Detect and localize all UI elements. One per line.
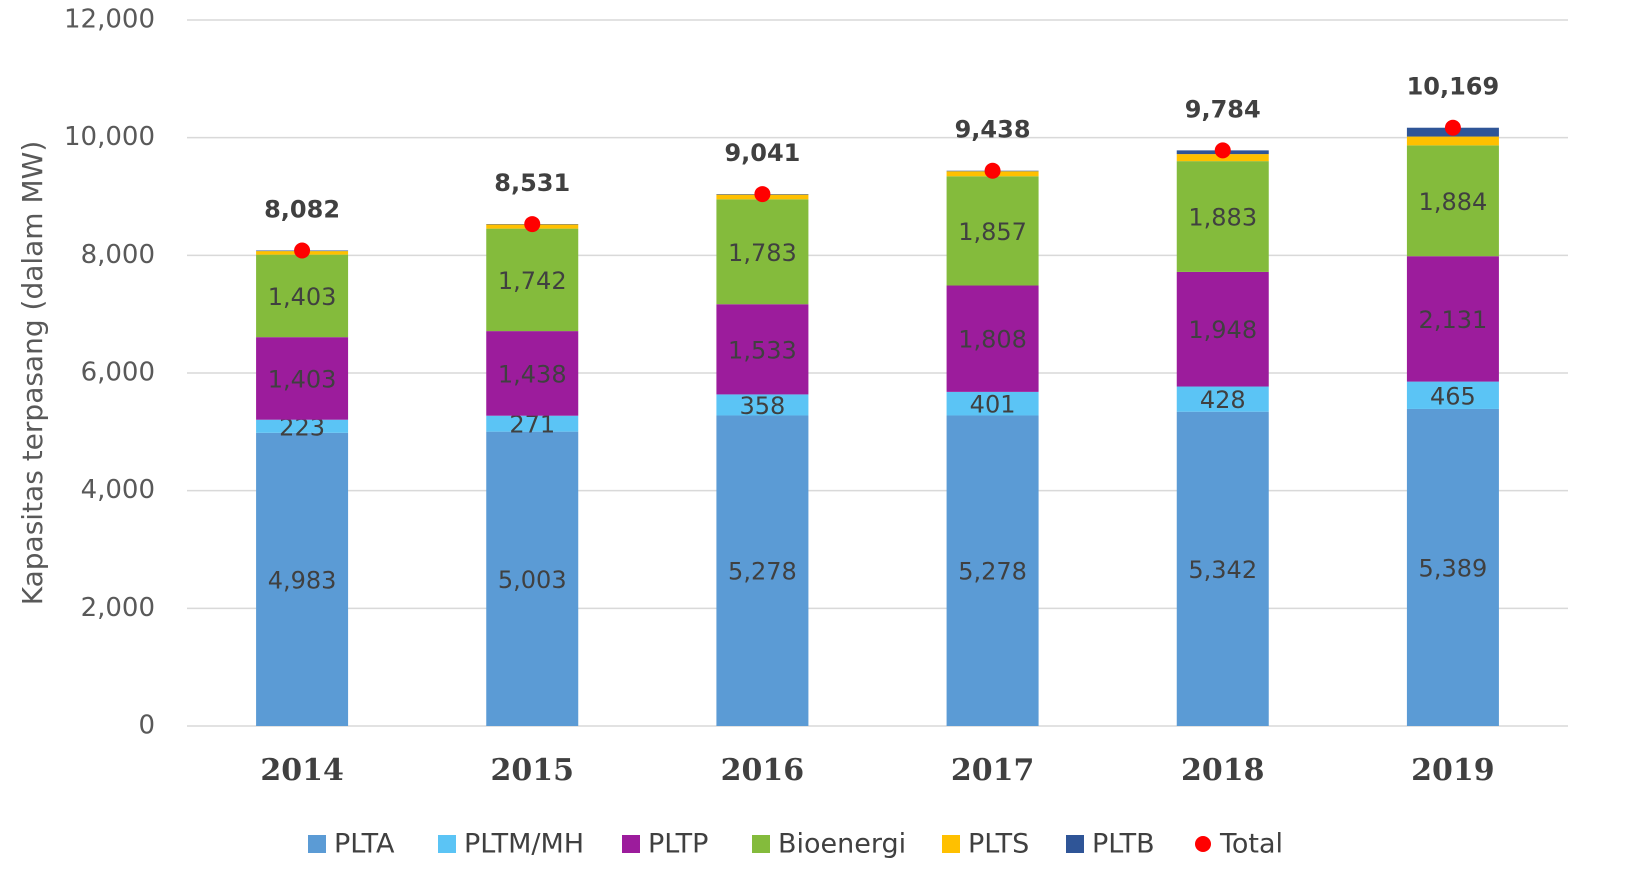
legend-swatch <box>1066 835 1084 853</box>
legend-label: PLTP <box>648 829 708 860</box>
data-label: 1,742 <box>498 267 567 295</box>
bar-segment <box>486 228 579 332</box>
data-label: 1,438 <box>498 360 567 388</box>
bar-segment <box>1176 386 1269 412</box>
x-tick-label: 2018 <box>1181 753 1265 788</box>
data-label: 2,131 <box>1419 306 1488 334</box>
legend-swatch <box>438 835 456 853</box>
legend-marker <box>1195 836 1211 852</box>
data-label: 1,403 <box>268 365 337 393</box>
data-label: 465 <box>1430 382 1476 410</box>
total-label: 9,784 <box>1185 95 1261 123</box>
legend-swatch <box>308 835 326 853</box>
y-tick-label: 10,000 <box>64 122 155 152</box>
bar-segment <box>1176 161 1269 272</box>
y-axis-label: Kapasitas terpasang (dalam MW) <box>16 141 49 606</box>
y-tick-label: 8,000 <box>81 240 155 270</box>
y-tick-label: 0 <box>138 711 155 741</box>
bar-segment <box>1406 381 1499 409</box>
x-tick-label: 2019 <box>1411 753 1495 788</box>
data-label: 5,278 <box>728 558 797 586</box>
bar-segment <box>946 285 1039 392</box>
bar-segment <box>946 391 1039 416</box>
bar-segment <box>1406 256 1499 382</box>
bar-segment <box>1406 145 1499 257</box>
total-dot <box>1214 142 1231 159</box>
total-dot <box>754 186 771 203</box>
x-tick-label: 2016 <box>721 753 805 788</box>
legend-label: PLTA <box>334 829 395 860</box>
data-label: 1,533 <box>728 336 797 364</box>
legend-label: PLTB <box>1092 829 1155 860</box>
legend-label: PLTM/MH <box>464 829 584 860</box>
bar-segment <box>716 394 809 416</box>
data-label: 1,884 <box>1419 188 1488 216</box>
y-tick-label: 4,000 <box>81 475 155 505</box>
bar-segment <box>716 199 809 305</box>
x-tick-label: 2017 <box>951 753 1035 788</box>
legend-label: PLTS <box>968 829 1029 860</box>
legend-swatch <box>752 835 770 853</box>
data-label: 4,983 <box>268 566 337 594</box>
total-label: 10,169 <box>1407 73 1500 101</box>
total-dot <box>984 162 1001 179</box>
total-label: 9,041 <box>724 139 800 167</box>
total-dot <box>1444 119 1461 136</box>
bar-segment <box>1176 411 1269 726</box>
y-tick-label: 2,000 <box>81 593 155 623</box>
total-dot <box>294 242 311 259</box>
total-label: 9,438 <box>955 116 1031 144</box>
data-label: 358 <box>740 392 786 420</box>
total-dot <box>524 216 541 233</box>
data-label: 1,948 <box>1188 316 1257 344</box>
total-label: 8,531 <box>494 169 570 197</box>
data-label: 1,857 <box>958 218 1027 246</box>
legend-label: Total <box>1219 829 1283 860</box>
data-label: 5,003 <box>498 566 567 594</box>
bar-segment <box>716 415 809 726</box>
legend-swatch <box>942 835 960 853</box>
bar-segment <box>716 304 809 395</box>
data-label: 5,389 <box>1419 554 1488 582</box>
bar-segment <box>256 254 349 338</box>
data-label: 1,808 <box>958 326 1027 354</box>
bar-segment <box>486 431 579 726</box>
legend-swatch <box>622 835 640 853</box>
x-tick-label: 2015 <box>491 753 575 788</box>
bar-segment <box>1406 136 1499 146</box>
bar-segment <box>946 176 1039 286</box>
y-tick-label: 6,000 <box>81 358 155 388</box>
data-label: 1,883 <box>1188 204 1257 232</box>
bar-segment <box>486 331 579 416</box>
bar-segment <box>256 337 349 420</box>
bar-segment <box>486 415 579 432</box>
x-tick-label: 2014 <box>260 753 344 788</box>
legend-label: Bioenergi <box>778 829 906 860</box>
bar-segment <box>256 419 349 433</box>
bar-segment <box>256 432 349 726</box>
data-label: 1,783 <box>728 239 797 267</box>
bar-segment <box>1406 408 1499 726</box>
total-label: 8,082 <box>264 196 340 224</box>
data-label: 1,403 <box>268 283 337 311</box>
bar-segment <box>1176 271 1269 387</box>
data-label: 401 <box>970 391 1016 419</box>
bar-segment <box>946 415 1039 726</box>
data-label: 5,342 <box>1188 556 1257 584</box>
y-tick-label: 12,000 <box>64 5 155 35</box>
data-label: 428 <box>1200 386 1246 414</box>
data-label: 5,278 <box>958 558 1027 586</box>
